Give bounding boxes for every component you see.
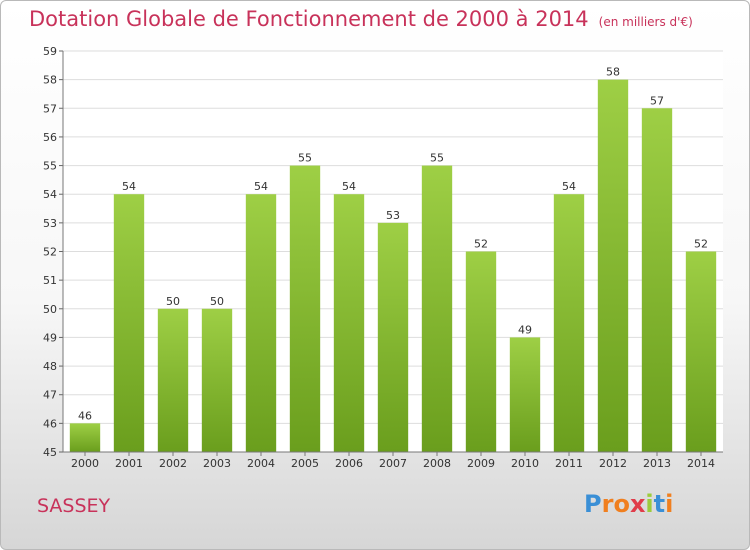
- x-tick-label-2005: 2005: [291, 457, 319, 470]
- proxiti-logo: Proxiti: [584, 490, 673, 518]
- x-tick-label-2011: 2011: [555, 457, 583, 470]
- x-tick-label-2009: 2009: [467, 457, 495, 470]
- x-tick-label-2010: 2010: [511, 457, 539, 470]
- logo-letter: r: [601, 490, 614, 518]
- bar-2006: [333, 194, 365, 452]
- data-label-2014: 52: [694, 238, 708, 251]
- data-label-2004: 54: [254, 180, 268, 193]
- logo-letter: P: [584, 490, 602, 518]
- y-tick-label: 47: [43, 389, 57, 402]
- bar-2014: [685, 251, 717, 452]
- y-tick-label: 57: [43, 102, 57, 115]
- x-tick-label-2000: 2000: [71, 457, 99, 470]
- chart-title: Dotation Globale de Fonctionnement de 20…: [29, 7, 693, 31]
- logo-letter: o: [613, 490, 630, 518]
- data-label-2002: 50: [166, 295, 180, 308]
- bar-2007: [377, 222, 409, 452]
- logo-letter: x: [629, 490, 646, 518]
- y-tick-label: 51: [43, 274, 57, 287]
- bar-2013: [641, 108, 673, 453]
- bar-2008: [421, 165, 453, 453]
- x-tick-label-2002: 2002: [159, 457, 187, 470]
- data-label-2001: 54: [122, 180, 136, 193]
- data-label-2008: 55: [430, 152, 444, 165]
- y-axis: 45 46 47 48 49 50 51 52 53 54 55 56 57 58 59: [43, 45, 64, 459]
- data-label-2012: 58: [606, 66, 620, 79]
- bar-2010: [509, 337, 541, 452]
- data-label-2010: 49: [518, 323, 532, 336]
- data-label-2009: 52: [474, 238, 488, 251]
- bar-2000: [69, 423, 101, 452]
- data-label-2007: 53: [386, 209, 400, 222]
- y-tick-label: 56: [43, 131, 57, 144]
- y-tick-label: 53: [43, 217, 57, 230]
- x-tick-label-2013: 2013: [643, 457, 671, 470]
- y-tick-label: 50: [43, 303, 57, 316]
- logo-letter: i: [665, 490, 674, 518]
- y-tick-label: 54: [43, 188, 57, 201]
- bar-2002: [157, 308, 189, 452]
- bar-2009: [465, 251, 497, 452]
- y-tick-label: 49: [43, 331, 57, 344]
- x-tick-label-2001: 2001: [115, 457, 143, 470]
- y-tick-label: 59: [43, 45, 57, 58]
- bar-2011: [553, 194, 585, 452]
- data-label-2003: 50: [210, 295, 224, 308]
- x-axis: 2000 2001 2002 2003 2004 2005 2006 2007 2008 2009…: [63, 451, 723, 470]
- chart-subtitle: (en milliers d'€): [598, 15, 693, 29]
- logo-letter: i: [645, 490, 654, 518]
- y-tick-label: 46: [43, 417, 57, 430]
- data-label-2006: 54: [342, 180, 356, 193]
- data-label-2005: 55: [298, 152, 312, 165]
- x-tick-label-2014: 2014: [687, 457, 715, 470]
- bar-2001: [113, 194, 145, 452]
- chart-title-text: Dotation Globale de Fonctionnement de 20…: [29, 7, 589, 31]
- bar-2004: [245, 194, 277, 452]
- y-tick-label: 45: [43, 446, 57, 459]
- logo-letter: t: [653, 490, 666, 518]
- x-tick-label-2008: 2008: [423, 457, 451, 470]
- y-tick-label: 52: [43, 246, 57, 259]
- bars: [69, 79, 717, 453]
- x-tick-label-2004: 2004: [247, 457, 275, 470]
- data-label-2000: 46: [78, 409, 92, 422]
- x-tick-label-2006: 2006: [335, 457, 363, 470]
- y-tick-label: 48: [43, 360, 57, 373]
- y-tick-label: 55: [43, 160, 57, 173]
- x-tick-label-2003: 2003: [203, 457, 231, 470]
- data-label-2013: 57: [650, 94, 664, 107]
- bar-2012: [597, 79, 629, 453]
- bar-2005: [289, 165, 321, 453]
- x-tick-label-2012: 2012: [599, 457, 627, 470]
- data-label-2011: 54: [562, 180, 576, 193]
- y-tick-label: 58: [43, 74, 57, 87]
- place-name: SASSEY: [37, 495, 111, 517]
- bar-2003: [201, 308, 233, 452]
- x-tick-label-2007: 2007: [379, 457, 407, 470]
- data-labels: 46 54 50 50 54 55 54 53 55 52 49 54 58 57 52: [78, 66, 708, 423]
